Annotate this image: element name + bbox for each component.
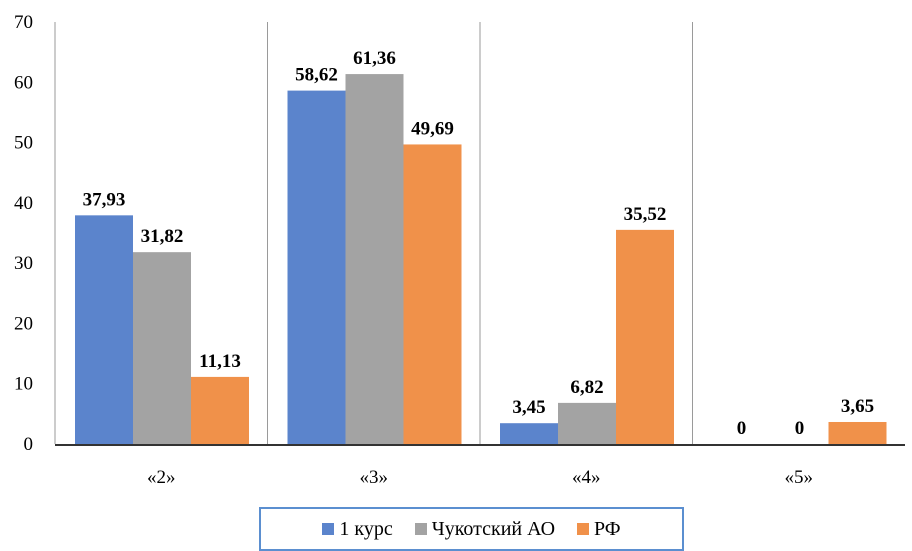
y-tick-label: 30 xyxy=(14,253,33,274)
data-labels: 37,93 31,82 11,13 58,62 61,36 49,69 3,45 6,82 35… xyxy=(83,48,875,439)
data-label: 61,36 xyxy=(353,48,396,69)
bar xyxy=(345,74,404,445)
bars xyxy=(75,74,887,445)
y-tick-label: 70 xyxy=(14,12,33,33)
data-label: 31,82 xyxy=(141,226,184,247)
legend-item-1-kurs: 1 курс xyxy=(322,517,393,541)
y-tick-label: 50 xyxy=(14,133,33,154)
legend-swatch-chukotka xyxy=(414,523,427,535)
bar xyxy=(828,421,887,444)
bar xyxy=(287,90,346,445)
x-tick-label: «5» xyxy=(785,467,814,488)
y-tick-labels: 0 10 20 30 40 50 60 70 xyxy=(14,12,33,455)
y-tick-label: 40 xyxy=(14,193,33,214)
data-label: 11,13 xyxy=(199,351,241,372)
legend-swatch-rf xyxy=(577,523,590,535)
data-label: 58,62 xyxy=(295,65,338,86)
bar xyxy=(616,229,674,444)
data-label: 0 xyxy=(795,418,805,439)
legend: 1 курс Чукотский АО РФ xyxy=(259,507,684,551)
data-label: 49,69 xyxy=(411,118,454,139)
bar xyxy=(500,423,558,444)
legend-item-rf: РФ xyxy=(577,518,621,541)
y-tick-label: 60 xyxy=(14,72,33,93)
x-tick-label: «3» xyxy=(360,467,389,488)
bar xyxy=(403,144,462,444)
x-tick-label: «4» xyxy=(572,467,601,488)
data-label: 35,52 xyxy=(624,204,667,225)
legend-label-rf: РФ xyxy=(594,517,621,540)
bar xyxy=(75,215,133,444)
data-label: 0 xyxy=(737,418,747,439)
y-tick-label: 0 xyxy=(24,434,34,455)
bar xyxy=(191,376,249,444)
x-tick-labels: «2» «3» «4» «5» xyxy=(147,467,813,488)
data-label: 6,82 xyxy=(570,377,603,398)
data-label: 3,45 xyxy=(512,397,545,418)
grid-lines xyxy=(54,22,693,444)
x-tick-label: «2» xyxy=(147,467,176,488)
legend-label-chukotka: Чукотский АО xyxy=(431,517,556,540)
bar xyxy=(558,402,616,444)
legend-label-1-kurs: 1 курс xyxy=(339,517,393,540)
y-tick-label: 20 xyxy=(14,313,33,334)
legend-swatch-1-kurs xyxy=(322,523,335,535)
y-tick-label: 10 xyxy=(14,374,33,395)
data-label: 37,93 xyxy=(83,189,126,210)
bar xyxy=(133,252,191,444)
data-label: 3,65 xyxy=(841,396,874,417)
legend-item-chukotka: Чукотский АО xyxy=(414,517,556,541)
